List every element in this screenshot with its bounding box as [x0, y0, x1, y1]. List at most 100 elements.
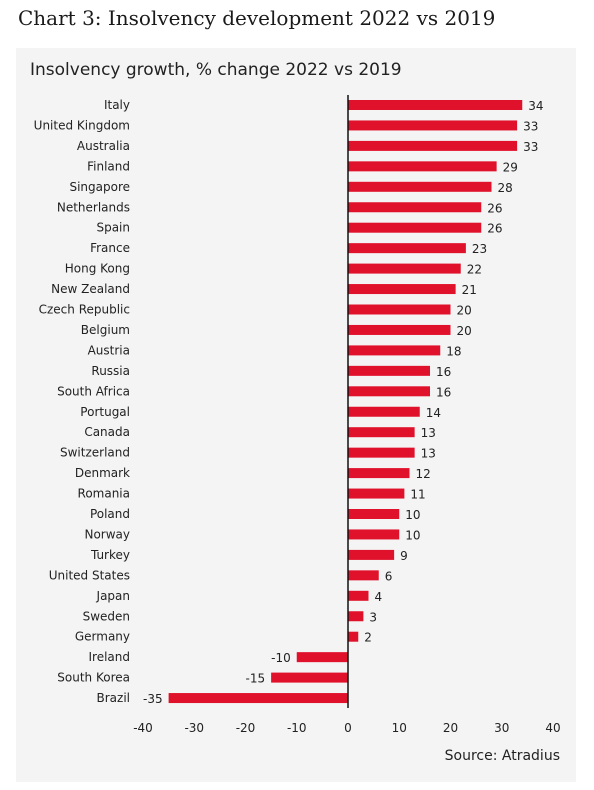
category-label: Italy [104, 98, 130, 112]
bar [348, 631, 359, 642]
data-label: 2 [364, 631, 372, 645]
data-label: 13 [421, 447, 436, 461]
data-label: 22 [467, 263, 482, 277]
category-label: New Zealand [51, 282, 130, 296]
category-label: Singapore [69, 180, 130, 194]
category-label: Belgium [81, 323, 130, 337]
data-label: 11 [410, 488, 425, 502]
bar [348, 365, 430, 376]
category-label: Sweden [83, 609, 130, 623]
data-label: -15 [246, 672, 266, 686]
bar [348, 590, 369, 601]
bar [348, 181, 492, 192]
x-tick-label: 30 [494, 721, 509, 735]
x-tick-label: -30 [184, 721, 204, 735]
data-label: 23 [472, 242, 487, 256]
category-label: Czech Republic [39, 303, 130, 317]
category-label: Turkey [90, 548, 130, 562]
category-label: United States [49, 568, 130, 582]
data-label: 9 [400, 549, 408, 563]
x-tick-label: 20 [443, 721, 458, 735]
data-label: 33 [523, 140, 538, 154]
x-tick-label: -20 [236, 721, 256, 735]
bar [271, 672, 348, 683]
category-label: Spain [96, 221, 130, 235]
chart-title: Insolvency growth, % change 2022 vs 2019 [30, 60, 402, 80]
category-label: Ireland [88, 650, 130, 664]
bar [348, 406, 420, 417]
data-label: 13 [421, 426, 436, 440]
x-tick-label: 10 [392, 721, 407, 735]
category-label: Australia [77, 139, 130, 153]
bar [348, 570, 379, 581]
data-label: 20 [457, 304, 472, 318]
category-label: United Kingdom [34, 118, 130, 132]
data-label: 3 [369, 610, 377, 624]
x-tick-label: 0 [344, 721, 352, 735]
data-label: 34 [528, 99, 543, 113]
bar [348, 284, 456, 295]
data-label: 16 [436, 385, 451, 399]
bar [348, 509, 400, 519]
bar [348, 611, 364, 622]
data-label: 21 [462, 283, 477, 297]
category-label: France [90, 241, 130, 255]
data-label: 18 [446, 344, 461, 358]
data-label: 26 [487, 201, 502, 215]
category-label: Switzerland [60, 446, 130, 460]
data-label: 10 [405, 528, 420, 542]
data-label: 16 [436, 365, 451, 379]
bar [348, 386, 430, 397]
data-label: 29 [503, 160, 518, 174]
data-label: 6 [385, 569, 393, 583]
bar [348, 100, 523, 110]
bar [348, 345, 441, 356]
bar [348, 488, 405, 499]
bar [348, 243, 466, 254]
data-label: -10 [271, 651, 291, 665]
bar [296, 652, 348, 663]
bar [348, 324, 451, 335]
category-label: Hong Kong [65, 262, 130, 276]
category-label: Japan [96, 589, 130, 603]
bar [348, 304, 451, 315]
category-label: Portugal [80, 405, 130, 419]
category-label: Denmark [75, 466, 130, 480]
data-label: 20 [457, 324, 472, 338]
category-label: Russia [91, 364, 130, 378]
category-label: Austria [88, 343, 130, 357]
category-label: Canada [84, 425, 130, 439]
category-label: Netherlands [57, 200, 130, 214]
bar [348, 529, 400, 540]
data-label: 26 [487, 222, 502, 236]
bar [348, 120, 518, 131]
data-label: 10 [405, 508, 420, 522]
outer-title: Chart 3: Insolvency development 2022 vs … [18, 6, 496, 30]
x-tick-label: -40 [133, 721, 153, 735]
bar [348, 202, 482, 213]
bar [348, 427, 415, 438]
x-tick-label: -10 [287, 721, 307, 735]
bar [348, 161, 497, 172]
category-label: South Africa [57, 384, 130, 398]
data-label: 14 [426, 406, 441, 420]
category-label: Poland [90, 507, 130, 521]
category-label: Germany [75, 630, 130, 644]
data-label: 4 [375, 590, 383, 604]
category-label: Finland [87, 159, 130, 173]
data-label: -35 [143, 692, 163, 706]
category-label: South Korea [57, 671, 130, 685]
data-label: 33 [523, 119, 538, 133]
bar [348, 468, 410, 479]
x-tick-label: 40 [545, 721, 560, 735]
bar [168, 693, 348, 704]
bar [348, 263, 461, 274]
bar [348, 549, 395, 560]
source-note: Source: Atradius [444, 748, 560, 764]
bar [348, 222, 482, 233]
bar [348, 140, 518, 151]
category-label: Norway [84, 527, 130, 541]
category-label: Brazil [97, 691, 131, 705]
category-label: Romania [78, 487, 130, 501]
